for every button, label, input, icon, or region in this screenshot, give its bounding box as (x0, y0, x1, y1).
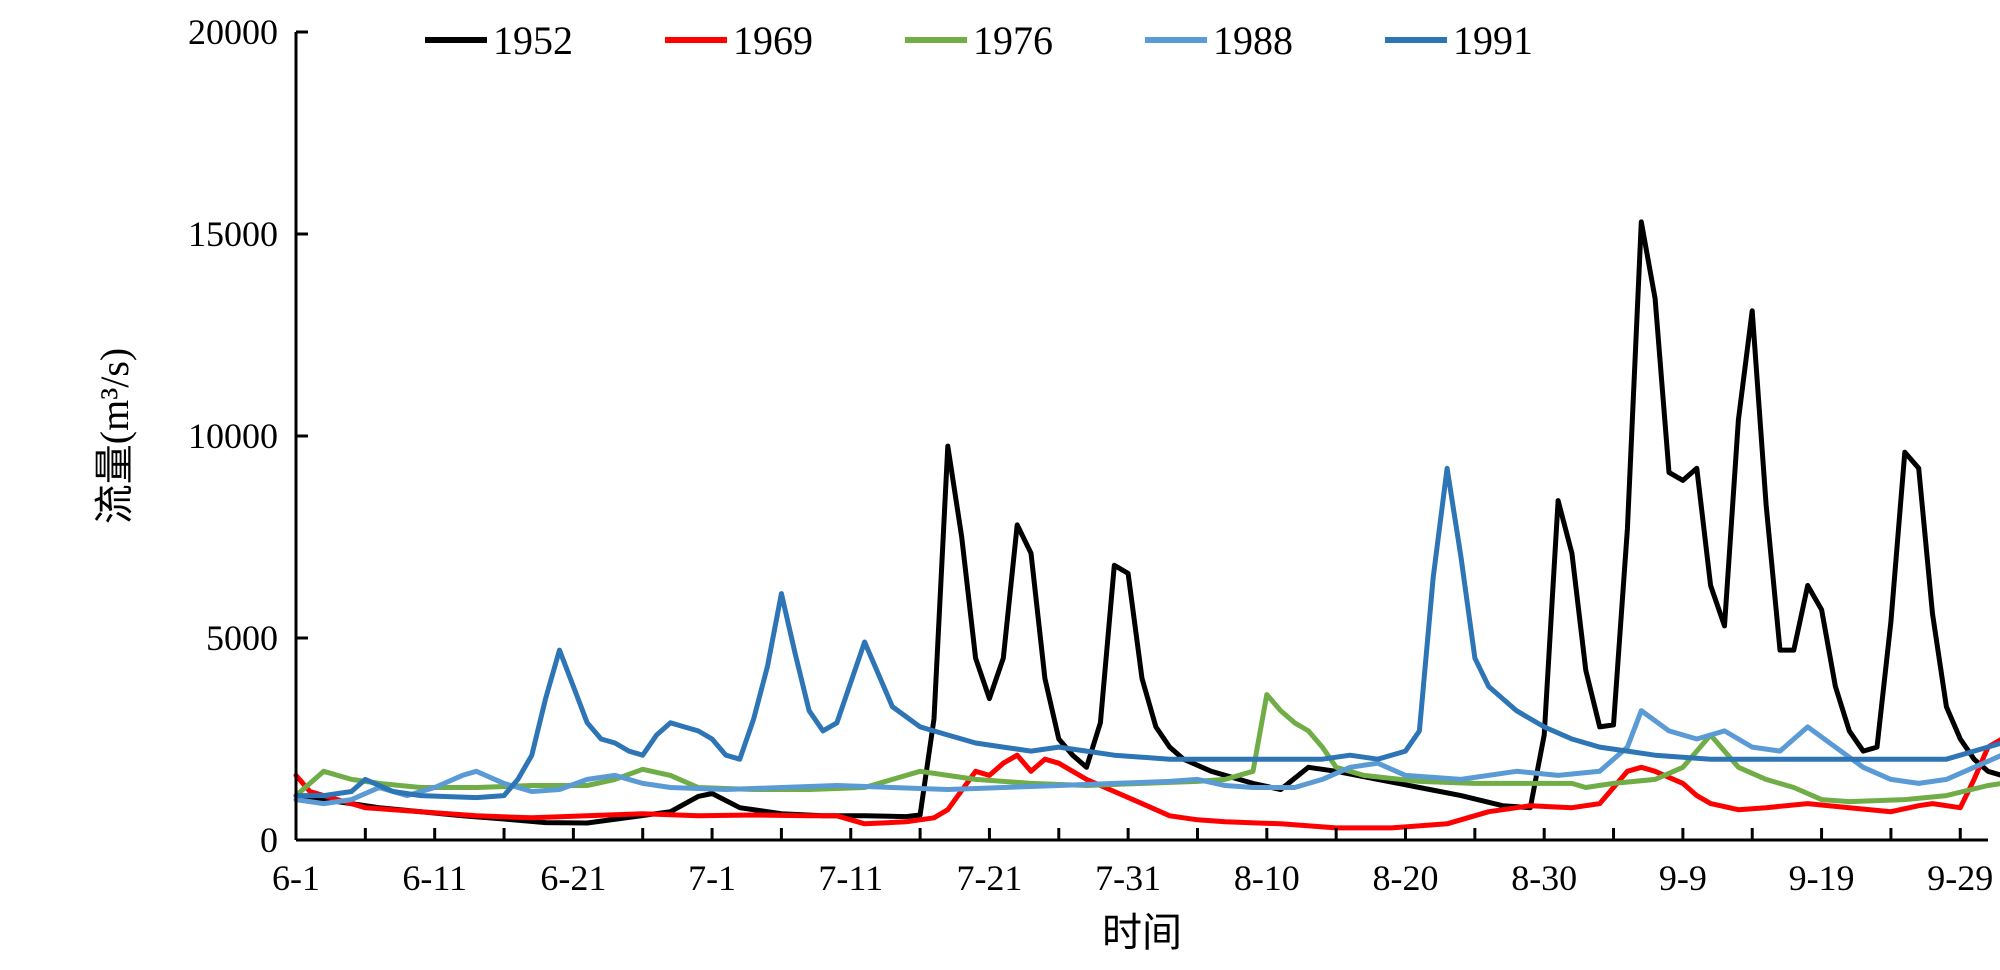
axes-layer (294, 32, 1988, 842)
x-tick-label: 7-1 (688, 858, 736, 898)
x-tick-label: 7-11 (818, 858, 883, 898)
series-line-1952 (293, 219, 2000, 826)
x-tick-label: 7-31 (1095, 858, 1161, 898)
legend-label-1991: 1991 (1453, 18, 1533, 63)
series-line-1969 (293, 737, 2000, 831)
x-tick-label: 6-21 (540, 858, 606, 898)
series-line-1976 (293, 692, 2000, 805)
x-tick-label: 6-11 (402, 858, 467, 898)
x-tick-label: 7-21 (956, 858, 1022, 898)
y-axis-title: 流量(m³/s) (92, 348, 137, 524)
y-tick-label: 5000 (206, 618, 278, 658)
legend-label-1976: 1976 (973, 18, 1053, 63)
legend-label-1952: 1952 (493, 18, 573, 63)
x-tick-label: 8-30 (1511, 858, 1577, 898)
legend: 1952 1969 1976 1988 1991 (425, 18, 1533, 63)
legend-label-1988: 1988 (1213, 18, 1293, 63)
x-tick-label: 8-10 (1234, 858, 1300, 898)
x-axis-title: 时间 (1102, 910, 1182, 955)
y-tick-label: 10000 (188, 416, 278, 456)
y-tick-label: 0 (260, 820, 278, 860)
ticks-layer: 0 5000 10000 15000 20000 6-1 6-11 6-21 7-1 7-11 7-… (188, 12, 1993, 898)
series-line-1991 (293, 465, 2000, 801)
x-tick-label: 8-20 (1373, 858, 1439, 898)
legend-label-1969: 1969 (733, 18, 813, 63)
x-tick-label: 9-29 (1927, 858, 1993, 898)
y-tick-label: 20000 (188, 12, 278, 52)
series-layer (293, 219, 2000, 831)
x-tick-label: 9-19 (1789, 858, 1855, 898)
y-tick-label: 15000 (188, 214, 278, 254)
x-tick-label: 9-9 (1659, 858, 1707, 898)
series-line-1988 (293, 708, 2000, 807)
x-tick-label: 6-1 (272, 858, 320, 898)
